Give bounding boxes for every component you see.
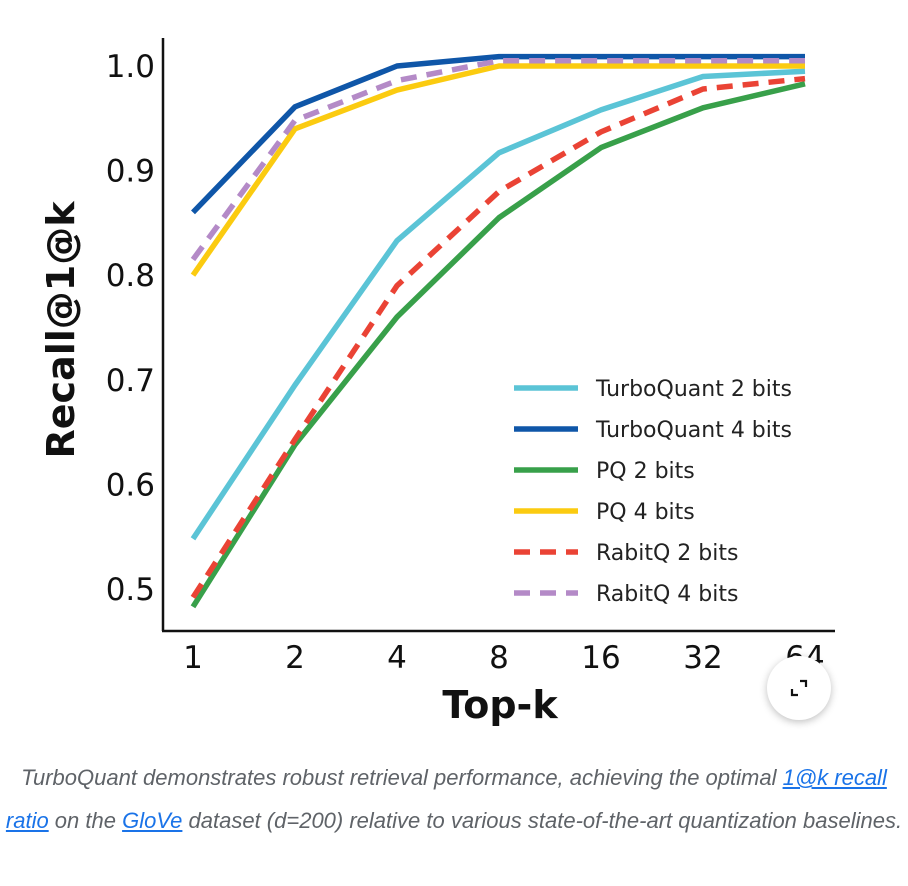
series-line-pq-2-bits [190, 81, 806, 609]
y-tick-label: 1.0 [106, 49, 155, 85]
caption-text-1: TurboQuant demonstrates robust retrieval… [21, 765, 783, 790]
x-axis-title: Top-k [442, 683, 558, 727]
y-tick-label: 0.6 [106, 467, 155, 503]
y-axis-title: Recall@1@k [39, 201, 83, 459]
expand-button[interactable] [767, 656, 831, 720]
recall-chart: 0.50.60.70.80.91.0 1248163264 Recall@1@k… [39, 38, 835, 727]
series-line-turboquant-4-bits [191, 53, 805, 215]
series-line-pq-4-bits [190, 63, 805, 277]
x-tick-label: 8 [489, 640, 509, 676]
series-line-rabitq-2-bits [190, 75, 806, 599]
legend-label: TurboQuant 2 bits [595, 377, 792, 402]
x-tick-label: 1 [183, 640, 203, 676]
y-tick-label: 0.8 [106, 258, 155, 294]
expand-icon [790, 679, 808, 697]
series-line-turboquant-2-bits [190, 68, 806, 541]
x-tick-label: 16 [581, 640, 620, 676]
x-tick-label: 4 [387, 640, 407, 676]
caption-text-2: on the [48, 808, 123, 833]
x-tick-label: 32 [683, 640, 722, 676]
y-tick-label: 0.5 [106, 572, 155, 608]
series-line-rabitq-4-bits [190, 58, 805, 262]
legend-label: TurboQuant 4 bits [595, 418, 792, 443]
legend-label: RabitQ 4 bits [596, 582, 738, 607]
x-tick-label: 2 [285, 640, 305, 676]
figure-caption: TurboQuant demonstrates robust retrieval… [0, 756, 908, 842]
legend-label: RabitQ 2 bits [596, 541, 738, 566]
glove-link[interactable]: GloVe [122, 808, 183, 833]
y-tick-label: 0.7 [106, 363, 155, 399]
y-tick-labels: 0.5 0.6 0.7 0.8 0.9 1.0 [106, 49, 155, 608]
legend-label: PQ 2 bits [596, 459, 695, 484]
y-tick-label: 0.9 [106, 154, 155, 190]
series-lines [190, 53, 806, 609]
caption-text-3: dataset (d=200) relative to various stat… [182, 808, 903, 833]
legend-label: PQ 4 bits [596, 500, 695, 525]
recall-ratio-link[interactable]: 1@k recall ratio [5, 765, 887, 833]
x-tick-labels: 1248163264 [183, 640, 825, 676]
legend: TurboQuant 2 bits TurboQuant 4 bits PQ 2 b… [514, 377, 792, 607]
